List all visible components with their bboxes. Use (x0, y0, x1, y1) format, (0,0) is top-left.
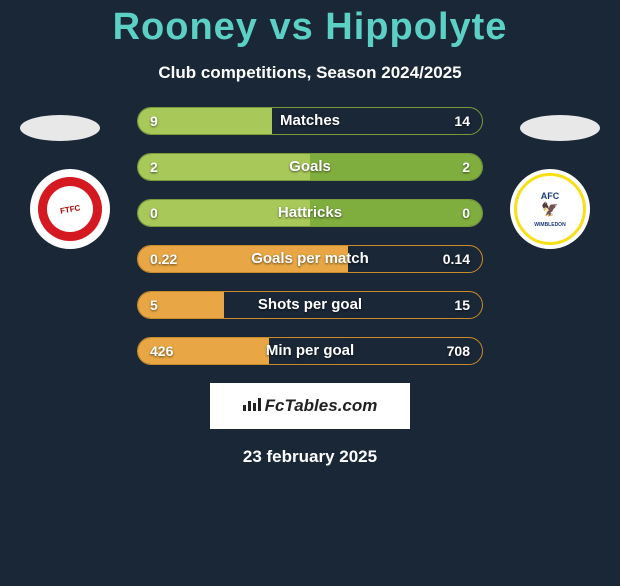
stat-value-right: 708 (447, 338, 470, 364)
player-right-badge: AFC🦅WIMBLEDON (510, 169, 590, 249)
stat-bar: 9Matches14 (137, 107, 483, 135)
chart-icon (243, 396, 261, 416)
player-left-badge: FTFC (30, 169, 110, 249)
stat-bar: 0Hattricks0 (137, 199, 483, 227)
badge-left-center: FTFC (47, 186, 93, 232)
comparison-title: Rooney vs Hippolyte (0, 6, 620, 49)
stat-label: Goals per match (138, 246, 482, 272)
stat-bars: 9Matches14 2Goals2 0Hattricks0 0.22Goals pe… (137, 107, 483, 365)
comparison-content: FTFC AFC🦅WIMBLEDON 9Matches14 2Goals2 0Hat… (0, 107, 620, 365)
badge-left-text: FTFC (59, 203, 81, 215)
footer-brand[interactable]: FcTables.com (210, 383, 410, 429)
stat-label: Shots per goal (138, 292, 482, 318)
stat-bar: 2Goals2 (137, 153, 483, 181)
stat-bar: 426Min per goal708 (137, 337, 483, 365)
stat-bar: 0.22Goals per match0.14 (137, 245, 483, 273)
badge-right-ring: AFC🦅WIMBLEDON (514, 173, 586, 245)
stat-label: Matches (138, 108, 482, 134)
player-left-shadow (20, 115, 100, 141)
comparison-subtitle: Club competitions, Season 2024/2025 (0, 63, 620, 83)
stat-bar: 5Shots per goal15 (137, 291, 483, 319)
badge-right-text: AFC🦅WIMBLEDON (534, 191, 565, 228)
stat-value-right: 2 (462, 154, 470, 180)
badge-left-ring: FTFC (38, 177, 102, 241)
stat-value-right: 0.14 (443, 246, 470, 272)
stat-value-right: 14 (454, 108, 470, 134)
stat-value-right: 15 (454, 292, 470, 318)
stat-label: Hattricks (138, 200, 482, 226)
stat-label: Goals (138, 154, 482, 180)
stat-label: Min per goal (138, 338, 482, 364)
stat-value-right: 0 (462, 200, 470, 226)
comparison-date: 23 february 2025 (0, 447, 620, 467)
footer-brand-text: FcTables.com (265, 396, 378, 416)
player-right-shadow (520, 115, 600, 141)
